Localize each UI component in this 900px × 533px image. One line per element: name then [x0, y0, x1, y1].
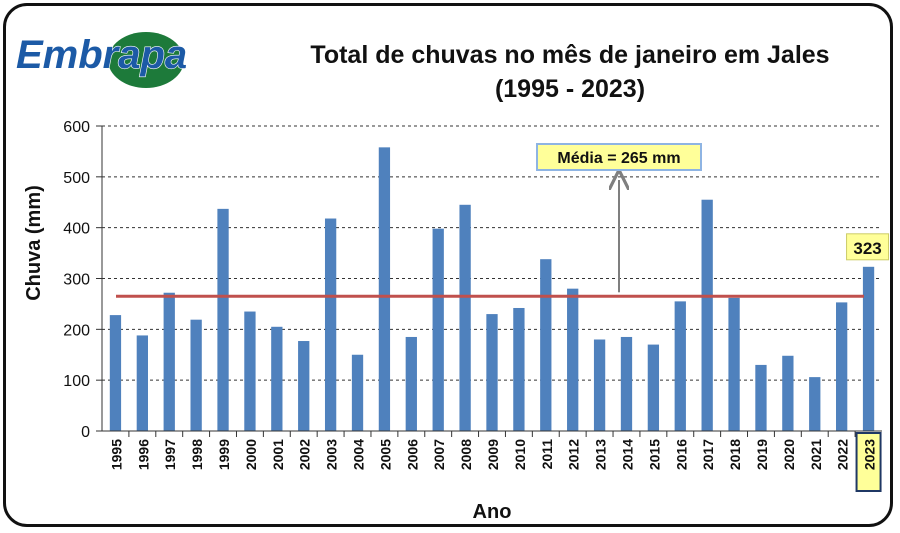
y-tick-label: 200 [63, 322, 90, 339]
bar [405, 336, 417, 431]
x-tick-label: 2003 [324, 439, 340, 470]
bar [862, 266, 875, 431]
x-tick-label: 2017 [700, 439, 716, 470]
bar [351, 354, 364, 431]
bar [217, 208, 229, 431]
embrapa-logo: Embrapa [15, 32, 188, 88]
x-tick-label: 2021 [808, 439, 824, 470]
y-tick-labels: 0 100 200 300 400 500 600 [63, 119, 90, 441]
x-tick-label: 2009 [485, 439, 501, 470]
x-tick-label: 2019 [754, 439, 770, 470]
bar [540, 259, 552, 431]
bar [674, 301, 686, 431]
bar [244, 311, 256, 431]
x-tick-label: 2004 [351, 439, 367, 470]
x-tick-label: 1995 [108, 439, 124, 470]
y-tick-label: 600 [63, 119, 90, 136]
highlight-year-box [855, 432, 882, 492]
mean-callout-label: Média = 265 mm [557, 150, 680, 167]
x-tick-label: 2012 [566, 439, 582, 470]
bar [782, 355, 794, 431]
y-tick-label: 400 [63, 221, 90, 238]
bar [136, 335, 148, 431]
bar [809, 377, 821, 431]
x-tick-label: 2000 [243, 439, 259, 470]
chart-title: Total de chuvas no mês de janeiro em Jal… [270, 38, 870, 106]
x-tick-label: 2022 [835, 439, 851, 470]
axes [101, 126, 882, 432]
bar [755, 364, 767, 431]
x-tick-label: 1999 [216, 439, 232, 470]
highlight-value-label: 323 [853, 239, 881, 258]
bar [593, 339, 606, 431]
bar [298, 341, 310, 431]
y-tick-label: 300 [63, 272, 90, 289]
x-tick-label: 2008 [458, 439, 474, 470]
bar [486, 314, 498, 431]
x-tick-label: 2010 [512, 439, 528, 470]
bar [459, 204, 471, 431]
x-tick-label: 2005 [377, 439, 393, 470]
x-tick-label: 2011 [539, 439, 555, 470]
y-tick-label: 500 [63, 170, 90, 187]
bar [190, 319, 202, 431]
x-axis-label: Ano [473, 501, 512, 523]
x-tick-label: 1998 [189, 439, 205, 470]
bar [701, 199, 713, 431]
bar [513, 307, 525, 431]
bars [109, 147, 875, 431]
x-tick-label: 2023 [862, 439, 878, 470]
x-tick-labels: 1995 1996 1997 1998 1999 2000 2001 2002 2003 2004… [108, 432, 882, 492]
x-tick-label: 2020 [781, 439, 797, 470]
x-tick-label: 2002 [297, 439, 313, 470]
chart-title-line1: Total de chuvas no mês de janeiro em Jal… [310, 41, 830, 69]
bar [647, 344, 660, 431]
chart-title-line2: (1995 - 2023) [494, 75, 646, 103]
annotations: Média = 265 mm 323 [116, 143, 890, 298]
y-axis-label: Chuva (mm) [23, 185, 45, 301]
y-tick-label: 100 [63, 373, 90, 390]
x-tick-label: 2015 [646, 439, 662, 470]
x-tick-label: 1997 [162, 439, 178, 470]
bar [378, 147, 391, 431]
x-tick-label: 2001 [270, 439, 286, 470]
x-tick-label: 2016 [673, 439, 689, 470]
bar [109, 315, 122, 431]
chart-frame [3, 3, 893, 527]
bar [163, 292, 175, 431]
x-tick-label: 2006 [404, 439, 420, 470]
y-tick-label: 0 [81, 424, 90, 441]
bar [432, 228, 444, 431]
bar [836, 302, 848, 431]
bar [567, 288, 579, 431]
x-tick-label: 2007 [431, 439, 447, 470]
x-tick-label: 1996 [135, 439, 151, 470]
bar [728, 297, 740, 431]
bar [620, 336, 633, 431]
x-tick-label: 2018 [727, 439, 743, 470]
bar [271, 326, 283, 431]
x-tick-label: 2013 [593, 439, 609, 470]
highlight-value-box [846, 233, 890, 261]
mean-callout-box [536, 143, 702, 171]
x-tick-label: 2014 [619, 439, 635, 470]
bar [324, 218, 337, 431]
svg-text:Embrapa: Embrapa [16, 33, 187, 77]
